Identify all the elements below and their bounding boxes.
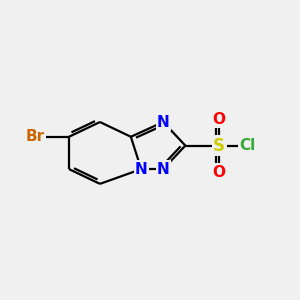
Text: Br: Br (26, 129, 45, 144)
Text: N: N (157, 115, 169, 130)
Text: Cl: Cl (239, 138, 255, 153)
Text: O: O (213, 112, 226, 127)
Text: S: S (213, 136, 225, 154)
Text: N: N (157, 162, 169, 177)
Text: O: O (213, 165, 226, 180)
Text: N: N (135, 162, 148, 177)
